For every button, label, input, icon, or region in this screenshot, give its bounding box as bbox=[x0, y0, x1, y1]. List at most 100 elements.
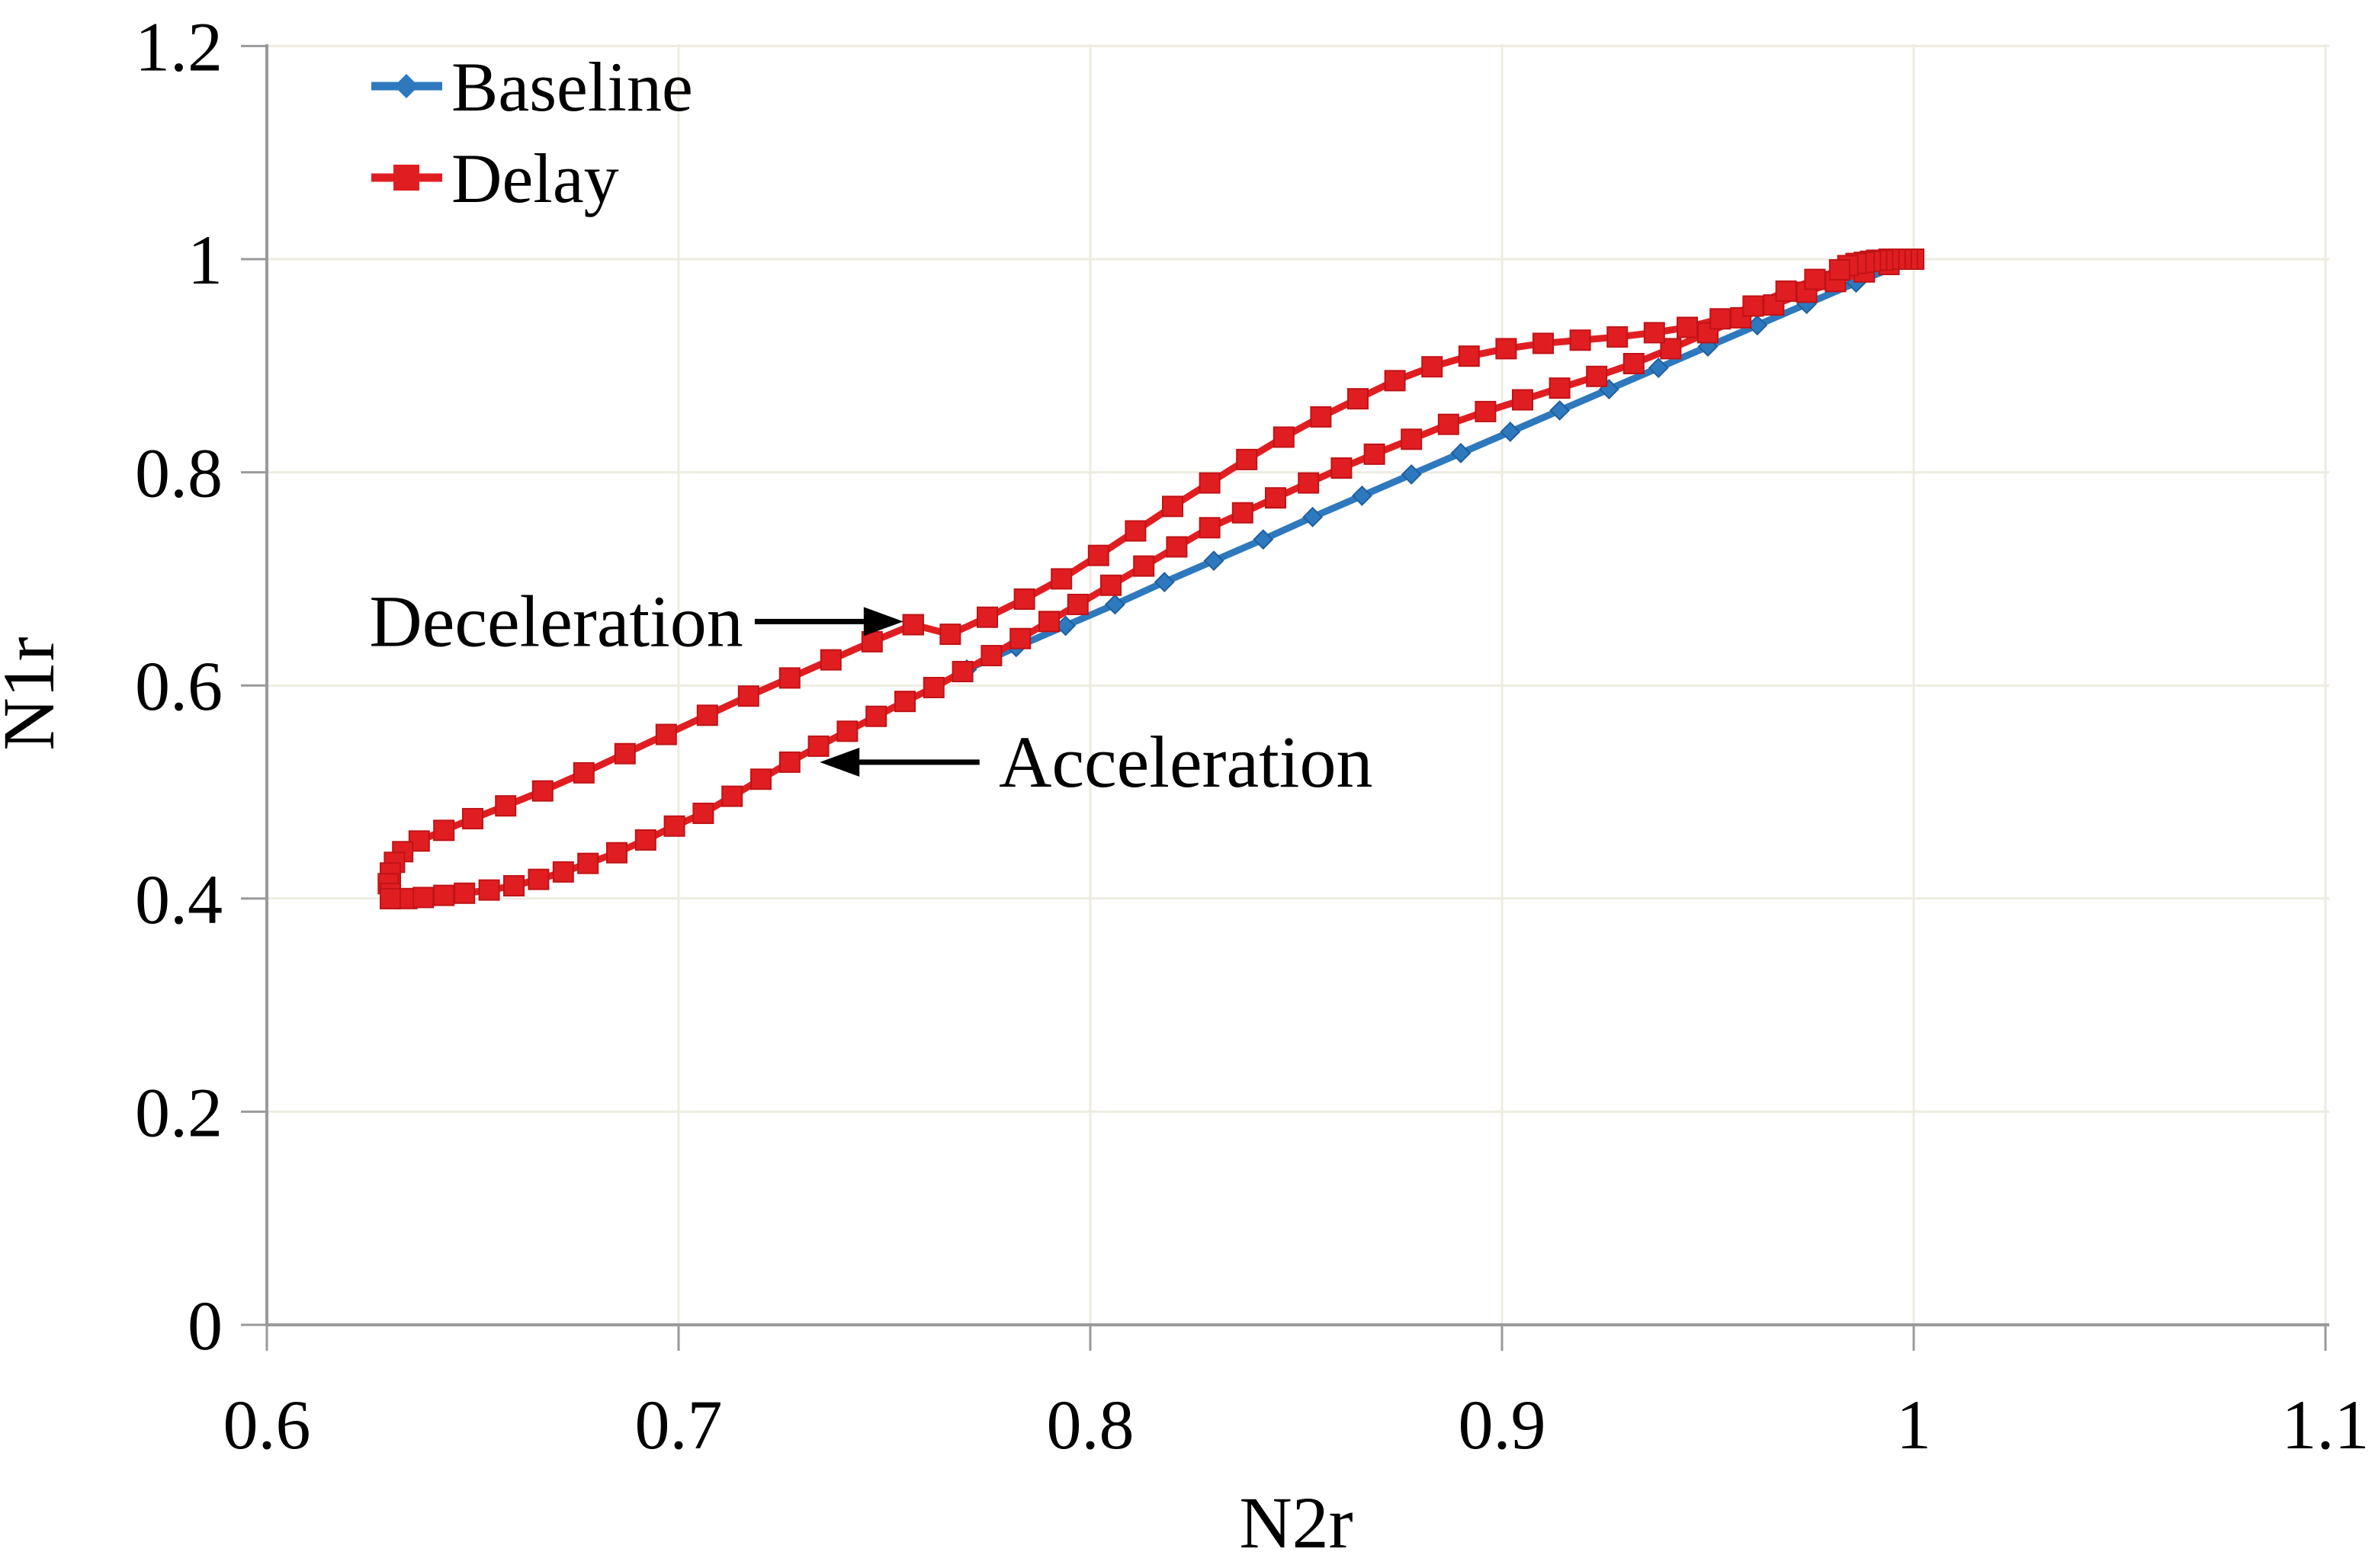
series-delay-marker bbox=[1804, 268, 1826, 290]
series-delay-marker bbox=[1087, 544, 1109, 566]
annotation-text: Acceleration bbox=[999, 721, 1372, 803]
series-delay-marker bbox=[433, 884, 455, 906]
series-delay-marker bbox=[1265, 487, 1286, 509]
series-delay-marker bbox=[696, 704, 718, 726]
series-delay-marker bbox=[778, 667, 801, 689]
series-delay-marker bbox=[1347, 388, 1369, 410]
series-baseline-marker bbox=[1154, 572, 1175, 593]
series-delay-marker bbox=[737, 685, 759, 707]
x-tick-label: 1 bbox=[1896, 1386, 1931, 1464]
y-tick-label: 0 bbox=[188, 1287, 223, 1364]
series-delay-marker bbox=[820, 649, 842, 671]
series-delay-marker bbox=[1512, 389, 1533, 411]
series-delay-marker bbox=[1298, 472, 1320, 494]
series-delay-marker bbox=[1458, 345, 1480, 367]
series-baseline-marker bbox=[1104, 594, 1125, 615]
series-delay-marker bbox=[721, 785, 743, 807]
series-delay-marker bbox=[1038, 611, 1060, 633]
y-tick-label: 0.2 bbox=[135, 1073, 223, 1151]
series-delay-marker bbox=[894, 691, 916, 713]
y-tick-label: 0.6 bbox=[135, 647, 223, 725]
series-delay-marker bbox=[1310, 406, 1332, 428]
series-delay-marker bbox=[380, 887, 401, 909]
annotation-arrowhead bbox=[863, 607, 903, 636]
series-baseline-marker bbox=[1450, 443, 1472, 463]
y-tick-label: 0.8 bbox=[135, 434, 223, 512]
series-delay-marker bbox=[1330, 457, 1353, 479]
grid-layer bbox=[267, 44, 2329, 1325]
series-delay-marker bbox=[1125, 520, 1147, 542]
series-delay-marker bbox=[977, 606, 998, 628]
legend-label: Baseline bbox=[451, 48, 693, 126]
series-baseline-marker bbox=[1549, 400, 1571, 421]
x-tick-label: 0.8 bbox=[1047, 1386, 1135, 1464]
series-delay-marker bbox=[1709, 308, 1732, 330]
series-delay-marker bbox=[1775, 280, 1797, 302]
annotation-arrowhead bbox=[820, 747, 860, 777]
legend-diamond-marker-icon bbox=[394, 74, 419, 98]
series-delay-marker bbox=[1421, 356, 1443, 378]
series-delay-marker bbox=[750, 768, 772, 790]
series-delay-marker bbox=[614, 742, 636, 765]
series-delay-marker bbox=[1273, 426, 1295, 448]
series-delay-marker bbox=[1166, 536, 1188, 558]
series-delay-marker bbox=[1677, 316, 1698, 338]
series-delay-marker bbox=[952, 661, 974, 683]
series-delay-marker bbox=[1236, 448, 1258, 470]
series-delay-marker bbox=[1549, 377, 1571, 399]
series-delay-marker bbox=[1742, 295, 1764, 317]
series-baseline-marker bbox=[1302, 506, 1324, 527]
series-delay-marker bbox=[655, 723, 677, 746]
series-delay-marker bbox=[1133, 555, 1155, 577]
series-delay-marker bbox=[902, 614, 924, 636]
legend-item-delay: Delay bbox=[371, 139, 619, 217]
series-delay-marker bbox=[1067, 593, 1089, 615]
series-delay-marker bbox=[1231, 502, 1253, 524]
series-delay-marker bbox=[939, 624, 961, 646]
legend-square-marker-icon bbox=[393, 165, 419, 191]
series-baseline-marker bbox=[1253, 529, 1274, 550]
x-tick-label: 0.9 bbox=[1459, 1386, 1546, 1464]
series-delay-marker bbox=[454, 882, 476, 904]
series-delay-marker bbox=[531, 780, 554, 802]
series-baseline-marker bbox=[1401, 463, 1422, 485]
series-delay-marker bbox=[778, 751, 801, 773]
x-tick-label: 1.1 bbox=[2282, 1386, 2370, 1464]
series-delay-marker bbox=[1622, 353, 1645, 375]
annotation-layer: Deceleration Acceleration bbox=[369, 580, 1372, 803]
series-delay-marker bbox=[503, 875, 525, 897]
legend: Baseline Delay bbox=[371, 48, 693, 217]
series-delay-marker bbox=[663, 815, 685, 837]
x-tick-label: 0.6 bbox=[223, 1386, 311, 1464]
series-delay-marker bbox=[412, 887, 435, 909]
annotation-text: Deceleration bbox=[369, 580, 743, 662]
series-delay-marker bbox=[1606, 326, 1629, 348]
x-tick-label: 0.7 bbox=[635, 1386, 723, 1464]
series-delay-marker bbox=[1401, 428, 1423, 451]
series-delay-marker bbox=[1495, 338, 1517, 360]
series-delay-marker bbox=[923, 676, 945, 698]
series-layer bbox=[377, 249, 1924, 909]
series-delay-marker bbox=[462, 807, 483, 829]
series-delay-marker bbox=[836, 720, 859, 742]
series-baseline-line bbox=[965, 255, 1915, 673]
series-delay-marker bbox=[980, 645, 1003, 667]
x-axis-title: N2r bbox=[1239, 1482, 1353, 1563]
series-delay-marker bbox=[1199, 472, 1221, 494]
y-tick-label: 0.4 bbox=[135, 861, 223, 938]
series-delay-marker bbox=[865, 705, 887, 727]
series-delay-marker bbox=[1660, 338, 1682, 360]
y-tick-label: 1.2 bbox=[135, 8, 223, 85]
series-delay-marker bbox=[573, 762, 595, 784]
series-delay-marker bbox=[552, 861, 574, 883]
series-delay-marker bbox=[433, 819, 455, 842]
series-delay-marker bbox=[577, 852, 599, 874]
series-delay-marker bbox=[1569, 329, 1591, 351]
series-delay-marker bbox=[1100, 574, 1122, 596]
series-baseline-marker bbox=[1351, 485, 1372, 506]
series-delay-marker bbox=[634, 829, 656, 851]
series-delay-marker bbox=[1051, 568, 1073, 590]
series-delay-marker bbox=[495, 795, 517, 817]
